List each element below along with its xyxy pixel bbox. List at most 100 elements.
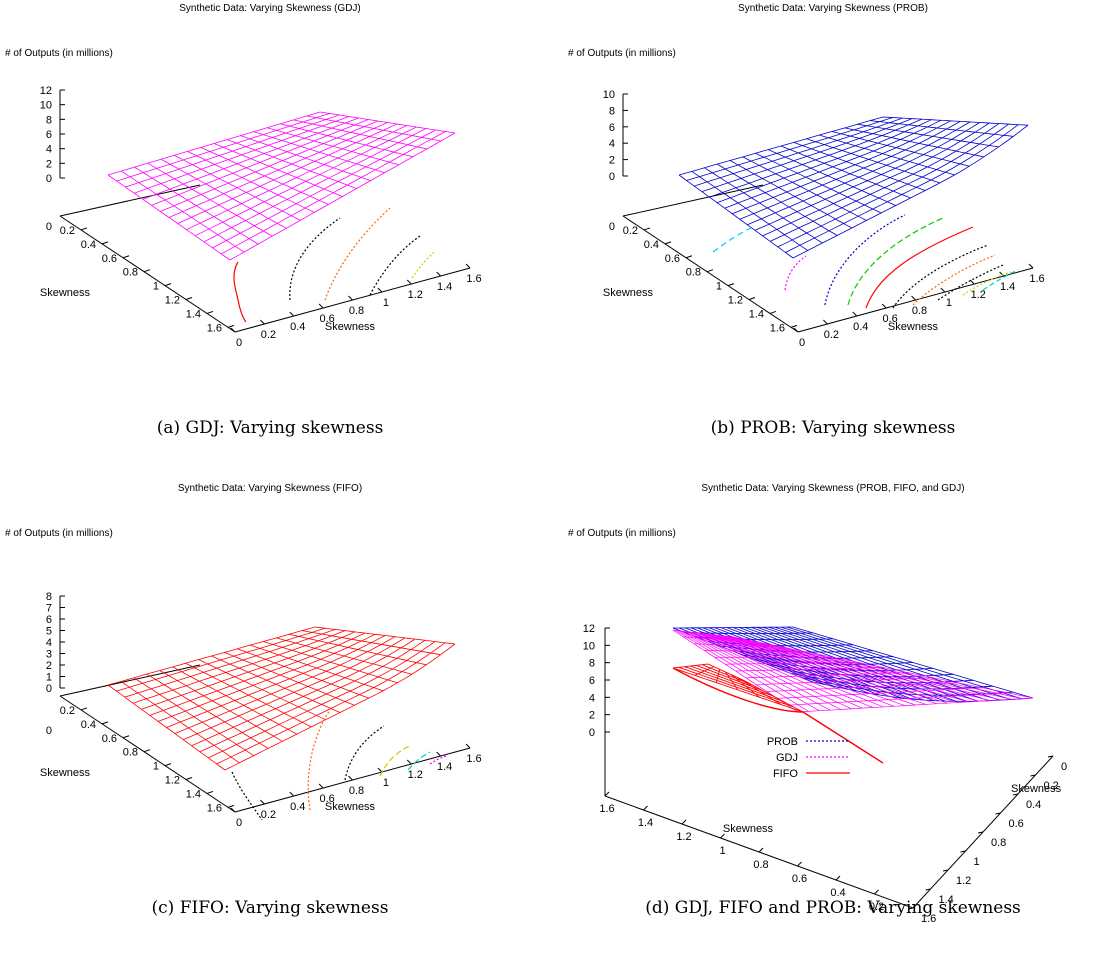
y-tick (995, 812, 1001, 815)
y-tick-label: 0.8 (686, 267, 701, 279)
base-tick-label: 0 (46, 221, 52, 233)
surface-grid-line (174, 636, 396, 734)
surface-grid-line (166, 635, 386, 728)
x-axis-title: Skewness (325, 321, 376, 333)
y-tick (769, 310, 777, 314)
z-tick-label: 4 (589, 692, 595, 704)
surface-grid-line (716, 634, 969, 703)
contour-line (407, 751, 431, 771)
surface-grid-line (819, 134, 955, 176)
surface-grid-line (157, 633, 376, 722)
y-tick-label: 0.6 (102, 733, 117, 745)
x-tick (874, 889, 879, 895)
chart-title: Synthetic Data: Varying Skewness (PROB, … (701, 483, 965, 494)
contour-line (324, 207, 391, 301)
x-tick-label: 1 (946, 297, 952, 309)
x-tick-label: 0.2 (261, 329, 276, 341)
contour-line (231, 771, 263, 821)
x-tick-label: 0.8 (349, 785, 364, 797)
y-tick (122, 735, 130, 739)
surface-grid-line (774, 626, 1001, 701)
chart-title: Synthetic Data: Varying Skewness (FIFO) (177, 483, 363, 494)
x-tick-label: 1.4 (437, 281, 452, 293)
surface-grid-line (678, 174, 794, 259)
base-axis-left (59, 215, 236, 333)
z-tick-label: 1 (46, 672, 52, 684)
panel-prob: Synthetic Data: Varying Skewness (PROB) … (563, 0, 1103, 460)
surface-plot-combined: 0246810121.61.41.210.80.60.40.21.61.41.2… (583, 623, 1067, 925)
contour-line (411, 251, 435, 279)
y-tick (206, 310, 214, 314)
y-tick-label: 0.2 (1044, 780, 1059, 792)
surface-grid-line (780, 626, 1012, 700)
z-tick-label: 10 (40, 100, 52, 112)
surface-grid-line (701, 118, 913, 192)
surface-grid-line (212, 129, 436, 249)
x-tick-label: 1.4 (1000, 281, 1015, 293)
surface-grid-line (683, 630, 841, 710)
x-tick-label: 1.2 (971, 289, 986, 301)
surface-plot-gdj: 0 2 4 6 8 10 12 0 0.2 0.4 0.6 0.8 1 1.2 1.4 1.6 0 0.2 0.4 0… (40, 85, 482, 349)
y-tick-label: 1.2 (728, 295, 743, 307)
y-tick-label: 1.6 (207, 802, 222, 814)
contour-line (962, 271, 1012, 296)
z-tick-label: 2 (609, 155, 615, 167)
x-tick (230, 327, 236, 333)
x-tick (436, 271, 441, 277)
surface-grid-line (168, 122, 388, 218)
y-tick (101, 241, 109, 245)
surface-grid-line (732, 120, 951, 215)
surface-grid-line (732, 627, 924, 701)
y-tick-label: 0.8 (991, 837, 1006, 849)
z-axis-label: # of Outputs (in millions) (568, 48, 676, 59)
z-tick-label: 2 (589, 710, 595, 722)
surface-grid-line (719, 635, 980, 702)
y-tick-label: 0.4 (81, 239, 96, 251)
figure-caption: (a) GDJ: Varying skewness (156, 418, 384, 438)
y-tick (727, 283, 735, 287)
surface-grid-line (730, 636, 1023, 699)
y-axis-title: Skewness (1011, 783, 1062, 795)
x-tick (881, 303, 887, 309)
surface-grid-line (786, 626, 1023, 700)
x-tick (465, 263, 471, 269)
x-tick-label: 1.6 (1029, 273, 1044, 285)
z-tick-label: 8 (46, 591, 52, 603)
z-tick-label: 4 (46, 144, 52, 156)
z-tick-label: 2 (46, 158, 52, 170)
surface-grid-line (199, 639, 426, 753)
contour-line (892, 244, 989, 309)
z-tick-label: 12 (40, 85, 52, 97)
z-tick-label: 10 (603, 89, 615, 101)
surface-grid-line (194, 126, 417, 237)
surface-grid-line (739, 121, 961, 220)
z-tick-label: 6 (46, 129, 52, 141)
x-tick (230, 807, 236, 813)
contour-line (784, 255, 807, 291)
surface-plot-fifo: 01234567800.20.40.60.811.21.41.600.20.40… (40, 591, 482, 829)
y-tick-label: 0.2 (623, 225, 638, 237)
x-tick (377, 287, 383, 293)
y-axis-title: Skewness (40, 287, 91, 299)
surface-grid-line (672, 667, 804, 713)
surface-grid-line (116, 627, 326, 692)
x-tick-label: 0.6 (319, 313, 334, 325)
y-tick-label: 1.4 (939, 894, 954, 906)
chart-title: Synthetic Data: Varying Skewness (GDJ) (179, 3, 361, 14)
surface-grid-line (780, 145, 911, 199)
y-tick (101, 721, 109, 725)
surface-grid-line (691, 631, 873, 708)
surface-grid-line (700, 632, 905, 706)
panel-fifo: Synthetic Data: Varying Skewness (FIFO) … (0, 480, 540, 940)
y-tick (227, 804, 235, 808)
x-tick-label: 1.6 (599, 803, 614, 815)
surface-grid-line (684, 666, 784, 702)
y-tick-label: 1 (153, 761, 159, 773)
surface-grid-line (203, 128, 427, 243)
surface-grid-line (768, 149, 896, 206)
surface-plot-prob: 0 2 4 6 8 10 0 0.2 0.4 0.6 0.8 1 1.2 1.4 1.6 0 0.2 0.4 0.6… (603, 89, 1045, 349)
surface-grid-line (722, 635, 991, 701)
contour-line (369, 235, 421, 296)
surface-grid-line (224, 643, 456, 771)
surface-grid-line (738, 627, 935, 702)
